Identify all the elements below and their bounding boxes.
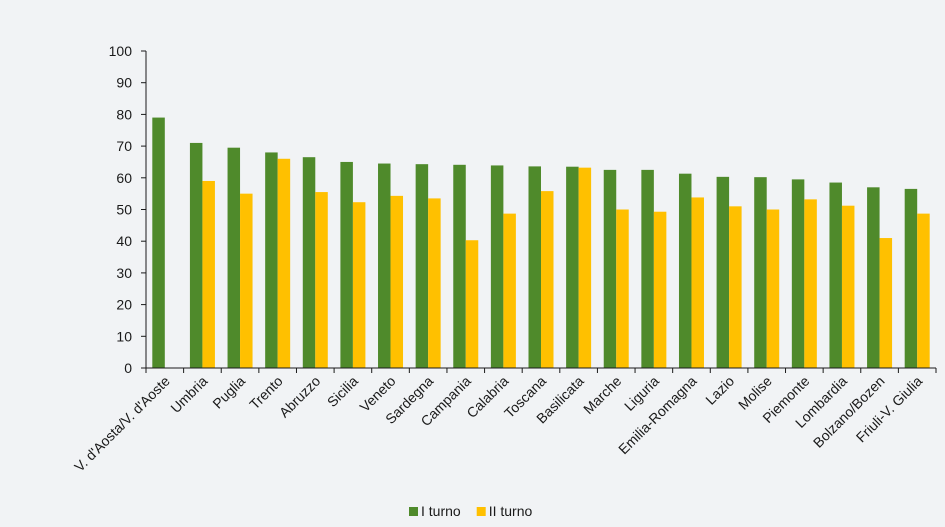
bar-ii-turno — [277, 158, 291, 368]
bar-ii-turno — [465, 240, 479, 368]
bar-ii-turno — [428, 198, 441, 368]
bar-i-turno — [415, 164, 429, 368]
x-axis: V. d'Aosta/V. d'AosteUmbriaPugliaTrentoA… — [71, 367, 937, 475]
y-tick-label: 10 — [116, 328, 132, 344]
bar-ii-turno — [240, 193, 253, 368]
bar-ii-turno — [315, 192, 328, 368]
legend-label-i-turno: I turno — [421, 503, 461, 519]
y-tick-label: 30 — [116, 265, 132, 281]
bar-ii-turno — [917, 213, 930, 368]
y-tick-label: 80 — [116, 106, 132, 122]
x-category-label: Puglia — [209, 373, 248, 412]
bar-ii-turno — [729, 206, 742, 368]
bar-i-turno — [227, 147, 241, 368]
bar-ii-turno — [841, 205, 855, 368]
bar-i-turno — [528, 166, 541, 368]
y-tick-label: 20 — [116, 297, 132, 313]
bar-i-turno — [340, 161, 353, 368]
bar-i-turno — [490, 165, 504, 368]
y-tick-label: 60 — [116, 170, 132, 186]
y-tick-label: 90 — [116, 75, 132, 91]
legend-swatch-ii-turno — [476, 507, 486, 516]
x-category-label: Lazio — [702, 373, 737, 408]
bar-i-turno — [716, 176, 730, 368]
x-category-label: Friuli-V. Giulia — [853, 373, 926, 446]
x-category-label: Umbria — [167, 373, 210, 416]
bar-ii-turno — [653, 211, 667, 368]
y-tick-label: 40 — [116, 233, 132, 249]
x-category-label: Sicilia — [324, 373, 361, 410]
bar-i-turno — [829, 182, 842, 368]
bar-i-turno — [566, 166, 579, 368]
bar-i-turno — [603, 169, 617, 368]
x-category-label: Abruzzo — [276, 373, 324, 421]
legend-label-ii-turno: II turno — [489, 503, 533, 519]
bar-ii-turno — [390, 195, 404, 368]
bar-ii-turno — [578, 167, 592, 368]
legend: I turno II turno — [409, 503, 532, 519]
bar-i-turno — [265, 152, 278, 368]
bar-i-turno — [152, 117, 165, 368]
bar-i-turno — [791, 179, 805, 368]
bar-i-turno — [678, 173, 692, 368]
y-tick-label: 70 — [116, 138, 132, 154]
bar-i-turno — [867, 187, 880, 368]
bar-ii-turno — [503, 213, 516, 368]
bar-i-turno — [754, 177, 767, 368]
legend-swatch-i-turno — [409, 507, 418, 516]
y-tick-label: 50 — [116, 202, 132, 218]
y-tick-label: 100 — [109, 43, 133, 59]
bars — [152, 117, 930, 368]
x-category-label: Marche — [580, 373, 624, 417]
bar-ii-turno — [691, 197, 704, 368]
bar-ii-turno — [879, 238, 893, 368]
bar-ii-turno — [202, 180, 215, 368]
bar-ii-turno — [804, 199, 817, 368]
bar-ii-turno — [541, 191, 554, 368]
bar-i-turno — [302, 157, 316, 368]
bar-i-turno — [189, 142, 203, 368]
x-category-label: V. d'Aosta/V. d'Aoste — [71, 373, 173, 475]
bar-i-turno — [378, 163, 391, 368]
bar-i-turno — [904, 188, 918, 368]
bar-ii-turno — [616, 209, 629, 368]
bar-i-turno — [453, 164, 466, 368]
y-tick-label: 0 — [124, 360, 132, 376]
bar-ii-turno — [766, 209, 780, 368]
bar-ii-turno — [352, 202, 366, 368]
bar-i-turno — [641, 169, 654, 368]
y-axis: 0 10 20 30 40 50 60 70 80 90 100 — [109, 43, 147, 376]
